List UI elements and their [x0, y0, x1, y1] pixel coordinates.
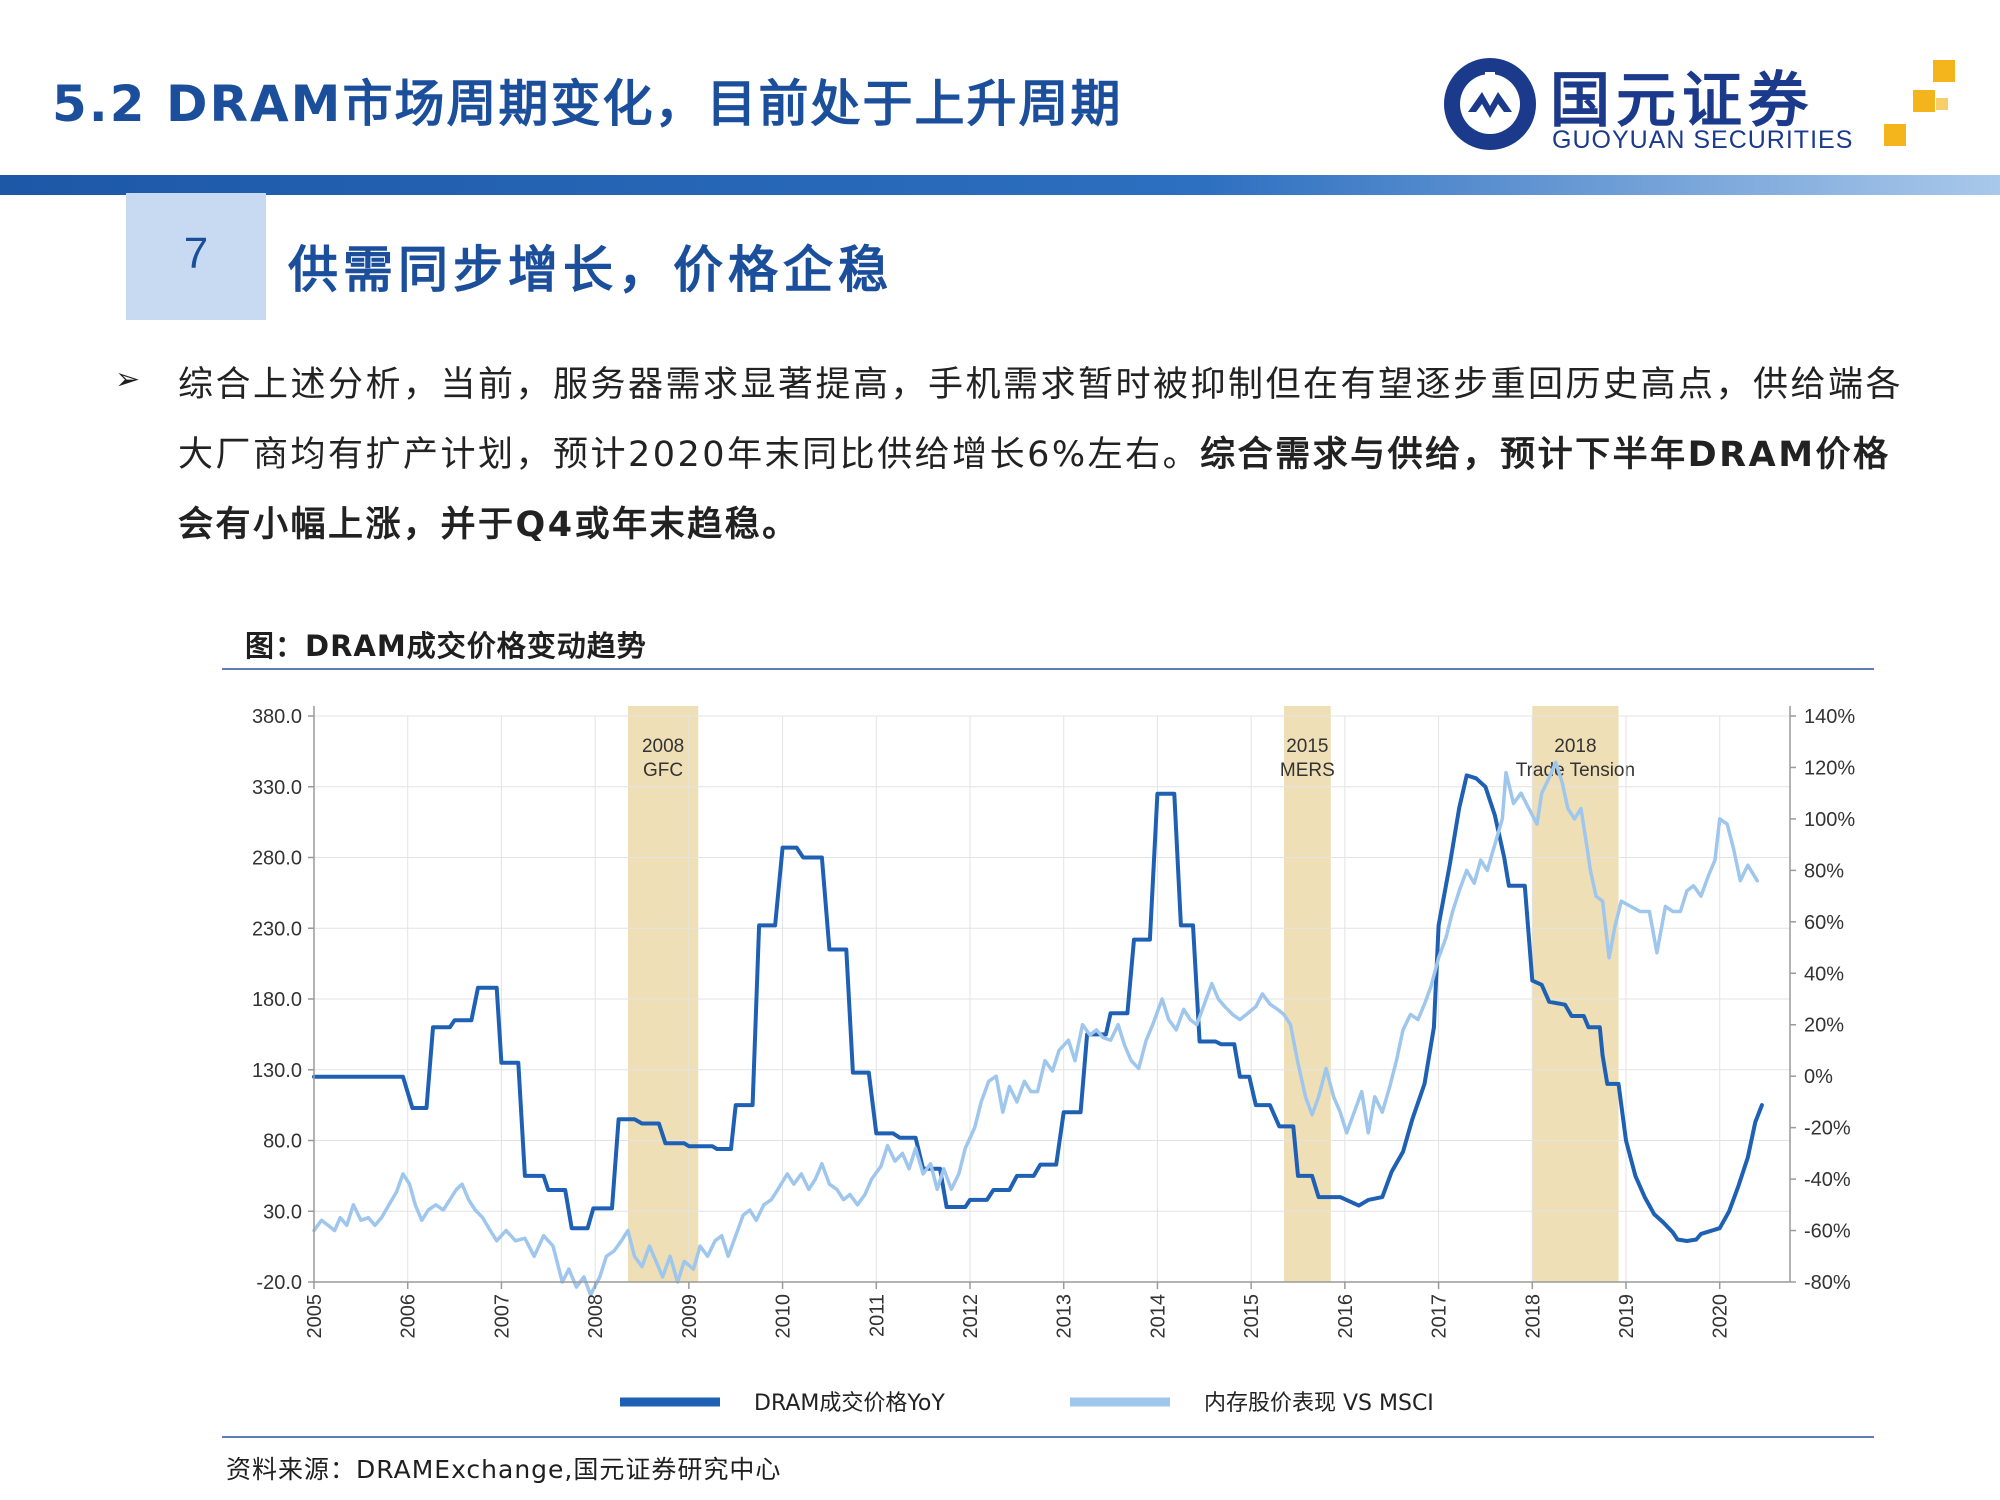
- band-label-year: 2008: [642, 736, 684, 757]
- right-tick-label: 120%: [1804, 757, 1855, 779]
- memory-stock-vs-msci-line: [312, 760, 1759, 1297]
- slide-title: 5.2 DRAM市场周期变化，目前处于上升周期: [52, 75, 1123, 133]
- figure-top-rule: [222, 668, 1874, 670]
- header-band: [0, 175, 2000, 195]
- x-tick-label: 2011: [866, 1294, 888, 1337]
- dram-price-chart: 2008 GFC 2015 MERS 2018 Trade Tension 380.0 33…: [252, 706, 1855, 1416]
- section-title: 供需同步增长，价格企稳: [288, 241, 893, 299]
- right-tick-label: 20%: [1804, 1015, 1844, 1037]
- logo-english-name: GUOYUAN SECURITIES: [1552, 126, 1854, 154]
- axes: 380.0 330.0 280.0 230.0 180.0 130.0 80.0 30.0 -2…: [252, 706, 1855, 1339]
- band-label-year: 2018: [1554, 736, 1596, 757]
- left-tick-label: 80.0: [263, 1131, 302, 1153]
- series-lines: [312, 760, 1764, 1297]
- right-tick-label: 100%: [1804, 809, 1855, 831]
- section-number-box: 7: [126, 193, 266, 320]
- logo-chinese-name: 国元证券: [1550, 66, 1814, 136]
- band-label-event: GFC: [643, 760, 683, 781]
- left-tick-label: -20.0: [256, 1272, 302, 1294]
- band-label-year: 2015: [1286, 736, 1328, 757]
- highlight-bands: 2008 GFC 2015 MERS 2018 Trade Tension: [627, 706, 1635, 1282]
- figure-title: 图：DRAM成交价格变动趋势: [245, 629, 647, 663]
- x-tick-label: 2012: [960, 1294, 982, 1339]
- left-tick-label: 330.0: [252, 777, 302, 799]
- x-tick-label: 2019: [1616, 1294, 1638, 1339]
- dram-price-yoy-line: [312, 773, 1764, 1243]
- company-logo: 国元证券 GUOYUAN SECURITIES: [1438, 50, 1978, 160]
- body-text-normal: 综合上述分析，当前，服务器需求显著提高，手机需求暂时被抑制但在有望逐步重回历史高…: [178, 365, 1904, 475]
- x-tick-label: 2018: [1522, 1294, 1544, 1339]
- event-band: [1283, 706, 1331, 1282]
- left-tick-label: 180.0: [252, 989, 302, 1011]
- figure-source: 资料来源：DRAMExchange,国元证券研究中心: [226, 1455, 782, 1484]
- right-tick-label: 60%: [1804, 912, 1844, 934]
- x-tick-label: 2020: [1710, 1294, 1732, 1339]
- left-tick-label: 280.0: [252, 848, 302, 870]
- x-tick-label: 2013: [1054, 1294, 1076, 1339]
- x-tick-label: 2006: [398, 1294, 420, 1339]
- right-tick-label: -60%: [1804, 1221, 1851, 1243]
- bullet-arrow-icon: ➢: [115, 362, 141, 397]
- body-paragraph: 综合上述分析，当前，服务器需求显著提高，手机需求暂时被抑制但在有望逐步重回历史高…: [178, 350, 1908, 560]
- figure-bottom-rule: [222, 1436, 1874, 1438]
- x-tick-label: 2017: [1429, 1294, 1451, 1339]
- legend: DRAM成交价格YoY 内存股价表现 VS MSCI: [620, 1391, 1434, 1416]
- right-tick-label: 80%: [1804, 860, 1844, 882]
- x-tick-label: 2010: [773, 1294, 795, 1339]
- event-band: [627, 706, 699, 1282]
- right-tick-label: 40%: [1804, 963, 1844, 985]
- x-tick-label: 2015: [1241, 1294, 1263, 1339]
- x-tick-label: 2005: [304, 1294, 326, 1339]
- x-tick-label: 2009: [679, 1294, 701, 1339]
- logo-squares-icon: [1884, 60, 1955, 146]
- right-tick-label: 140%: [1804, 706, 1855, 728]
- right-tick-label: 0%: [1804, 1066, 1833, 1088]
- x-tick-label: 2007: [491, 1294, 513, 1339]
- section-number: 7: [183, 229, 209, 278]
- right-tick-label: -40%: [1804, 1169, 1851, 1191]
- band-label-event: Trade Tension: [1516, 760, 1635, 781]
- left-tick-label: 230.0: [252, 918, 302, 940]
- x-tick-label: 2014: [1147, 1294, 1169, 1339]
- logo-emblem-icon: [1444, 58, 1536, 150]
- left-tick-label: 380.0: [252, 706, 302, 728]
- x-tick-label: 2008: [585, 1294, 607, 1339]
- right-tick-label: -80%: [1804, 1272, 1851, 1294]
- band-label-event: MERS: [1280, 760, 1335, 781]
- body-text-bold: 综合需求与供给，预计下半年DRAM价格会有小幅上涨，并于Q4或年末趋稳。: [178, 435, 1891, 545]
- legend-label-memory-stock: 内存股价表现 VS MSCI: [1204, 1391, 1434, 1416]
- left-tick-label: 30.0: [263, 1201, 302, 1223]
- x-tick-label: 2016: [1335, 1294, 1357, 1339]
- legend-label-dram: DRAM成交价格YoY: [754, 1391, 945, 1416]
- right-tick-label: -20%: [1804, 1118, 1851, 1140]
- left-tick-label: 130.0: [252, 1060, 302, 1082]
